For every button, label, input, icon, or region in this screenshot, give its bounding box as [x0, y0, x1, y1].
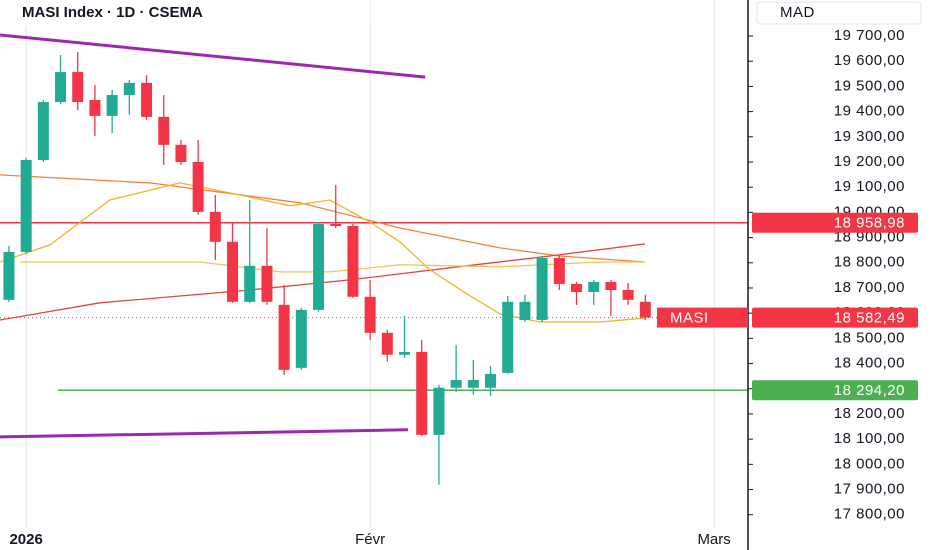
candle-body — [622, 289, 634, 300]
moving-average — [20, 261, 645, 273]
candle-body — [227, 241, 239, 302]
unit-label: MAD — [780, 4, 815, 21]
candle-body — [519, 301, 531, 320]
y-tick-label: 18 800,00 — [834, 254, 905, 271]
candle-body — [20, 159, 32, 252]
series-name: MASI — [670, 310, 709, 327]
candle-body — [639, 301, 651, 318]
candle-body — [571, 283, 583, 293]
y-tick-label: 19 700,00 — [834, 27, 905, 44]
candle-body — [192, 162, 204, 212]
price-tag-label: 18 294,20 — [834, 382, 905, 399]
x-tick-label: 2026 — [9, 531, 42, 548]
y-tick-label: 19 400,00 — [834, 103, 905, 120]
trendline — [0, 33, 426, 79]
plot-area — [0, 0, 748, 528]
y-tick-label: 18 400,00 — [834, 355, 905, 372]
candle-body — [313, 223, 325, 310]
y-tick-label: 19 100,00 — [834, 178, 905, 195]
y-tick-label: 18 700,00 — [834, 279, 905, 296]
last-price-tag-box — [752, 307, 918, 328]
y-tick-label: 19 300,00 — [834, 128, 905, 145]
series-name-box — [657, 307, 748, 328]
y-tick-label: 18 100,00 — [834, 430, 905, 447]
x-tick-label: Mars — [697, 531, 730, 548]
candle-body — [175, 144, 187, 163]
candle-body — [123, 82, 135, 95]
candle-body — [158, 116, 170, 145]
candle-body — [467, 379, 479, 388]
price-tag-box — [752, 212, 918, 233]
candle-body — [485, 373, 497, 388]
price-axis-panel — [748, 0, 932, 550]
candle-body — [399, 351, 411, 355]
last-price-tag-label: 18 582,49 — [834, 310, 905, 327]
y-tick-label: 17 800,00 — [834, 506, 905, 523]
y-tick-label: 18 200,00 — [834, 405, 905, 422]
y-tick-label: 18 900,00 — [834, 229, 905, 246]
candle-body — [89, 100, 101, 116]
candle-body — [278, 304, 290, 370]
candle-body — [536, 257, 548, 320]
candle-body — [502, 301, 514, 373]
trendline — [0, 428, 409, 439]
candle-body — [209, 211, 221, 242]
x-tick-label: Févr — [355, 531, 385, 548]
candle-body — [106, 94, 118, 116]
candle-body — [244, 265, 256, 302]
candle-body — [55, 72, 67, 103]
candle-body — [3, 251, 15, 300]
candle-body — [261, 265, 273, 302]
chart-title: MASI Index · 1D · CSEMA — [22, 4, 203, 21]
y-tick-label: 19 600,00 — [834, 52, 905, 69]
y-tick-label: 17 900,00 — [834, 481, 905, 498]
price-tag-label: 18 958,98 — [834, 215, 905, 232]
candle-body — [416, 351, 428, 435]
candle-body — [433, 387, 445, 435]
price-tag-box — [752, 380, 918, 401]
candle-body — [330, 223, 342, 226]
candle-body — [450, 379, 462, 388]
unit-box — [756, 1, 922, 25]
candle-body — [553, 257, 565, 284]
price-axis: 19 700,00 19 600,00 19 500,00 19 400,00 19 3… — [748, 27, 918, 523]
candle-body — [141, 82, 153, 117]
candle-body — [381, 332, 393, 355]
y-tick-label: 18 500,00 — [834, 329, 905, 346]
candle-body — [605, 281, 617, 290]
candle-body — [364, 296, 376, 333]
candle-body — [72, 72, 84, 103]
candle-body — [588, 281, 600, 293]
y-tick-label: 19 200,00 — [834, 153, 905, 170]
candle-body — [347, 225, 359, 297]
y-tick-label: 19 500,00 — [834, 77, 905, 94]
y-tick-label: 18 000,00 — [834, 455, 905, 472]
candle-body — [37, 102, 49, 160]
candle-body — [295, 309, 307, 368]
title-backdrop — [0, 0, 370, 26]
